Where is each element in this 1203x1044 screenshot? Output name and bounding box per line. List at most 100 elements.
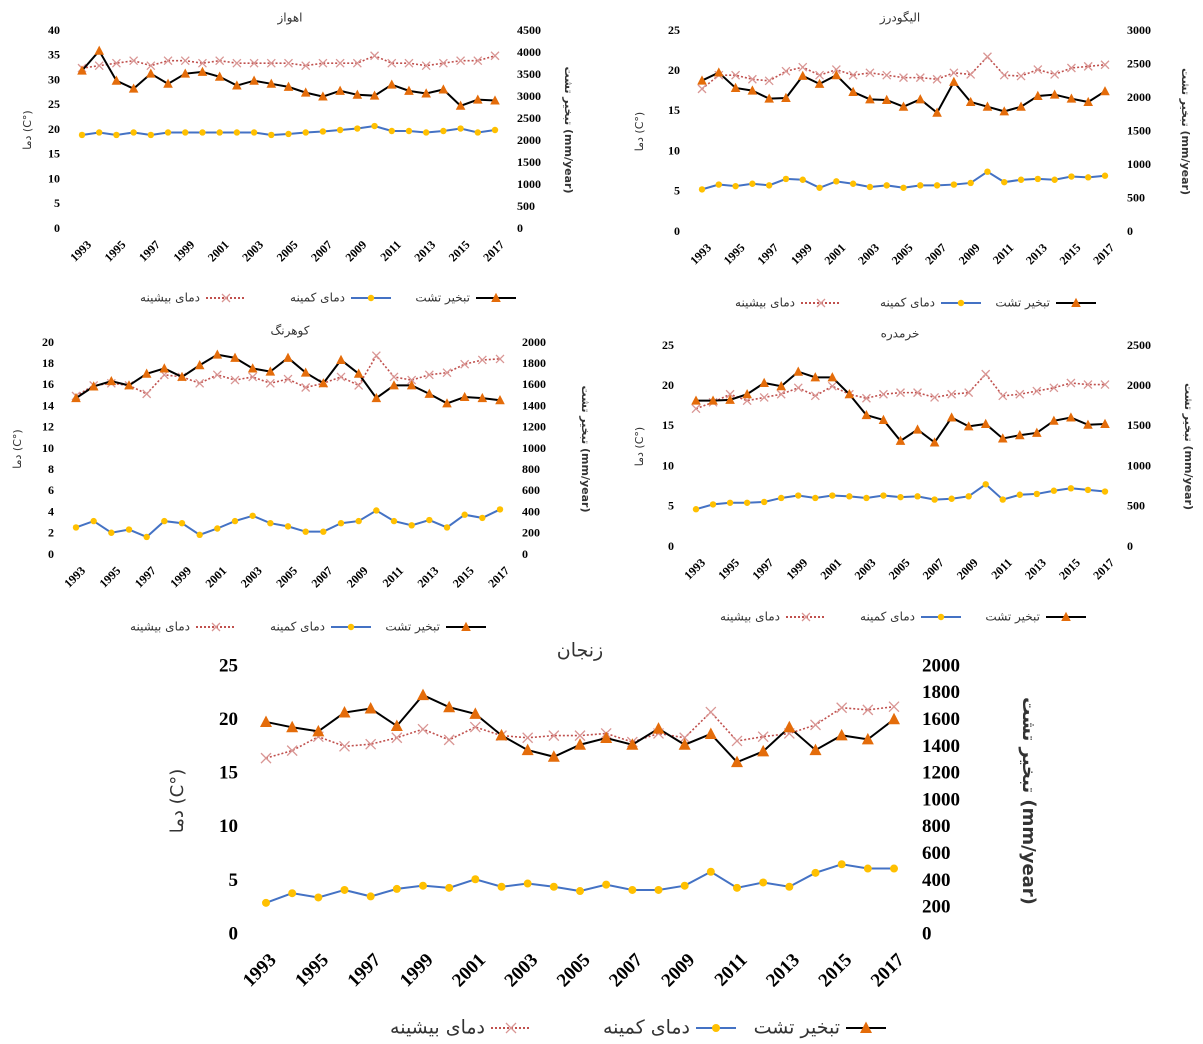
y-tick-label: 20 (48, 122, 60, 136)
y2-tick-label: 1000 (1127, 458, 1151, 472)
point (1032, 427, 1042, 437)
point (406, 380, 417, 390)
point (1083, 419, 1093, 429)
y-axis-label: دما (C°) (167, 769, 188, 834)
point (863, 864, 872, 873)
point (404, 85, 414, 95)
y-tick-label: 5 (668, 499, 674, 513)
point (335, 85, 345, 95)
point (549, 882, 558, 891)
point (731, 755, 743, 768)
point (212, 370, 222, 380)
point (1101, 488, 1109, 495)
point (408, 522, 415, 529)
chart-title: کوهرنگ (271, 324, 310, 339)
point (861, 732, 874, 745)
point (865, 68, 875, 78)
x-tick-label: 2007 (920, 556, 947, 583)
y-axis-label: دما (C°) (21, 110, 34, 149)
point (231, 517, 239, 525)
point (94, 45, 105, 55)
legend-marker (1071, 297, 1081, 307)
point (680, 881, 689, 890)
y-tick-label: 14 (42, 398, 54, 412)
x-tick-label: 2007 (308, 238, 335, 265)
point (77, 65, 87, 75)
point (146, 61, 156, 71)
point (477, 392, 488, 403)
point (212, 349, 223, 359)
point (733, 883, 741, 892)
x-tick-label: 2009 (658, 950, 700, 992)
x-tick-label: 2009 (343, 238, 370, 265)
point (318, 378, 329, 388)
point (931, 496, 938, 503)
y2-tick-label: 0 (522, 547, 528, 561)
legend-label: دمای بیشینه (140, 291, 200, 305)
point (230, 375, 240, 385)
point (443, 734, 455, 746)
chart-title: الیگودرز (879, 11, 920, 26)
point (810, 391, 820, 401)
point (421, 61, 431, 71)
point (477, 355, 487, 365)
point (1049, 415, 1059, 425)
point (1066, 63, 1076, 73)
x-tick-label: 2005 (273, 564, 300, 591)
y2-tick-label: 1500 (517, 155, 541, 169)
y2-tick-label: 2000 (922, 655, 960, 676)
point (479, 514, 486, 522)
point (1051, 176, 1058, 183)
point (1049, 89, 1060, 99)
point (318, 58, 328, 68)
point (128, 83, 139, 93)
y2-tick-label: 0 (517, 221, 523, 235)
legend-marker (712, 1024, 720, 1032)
y2-tick-label: 4000 (517, 45, 541, 59)
legend-marker (347, 623, 355, 631)
x-tick-label: 2007 (309, 564, 336, 591)
point (898, 101, 909, 111)
y-tick-label: 0 (674, 224, 680, 238)
point (981, 369, 991, 379)
legend-label: تبخیر تشت (385, 620, 440, 635)
point (130, 129, 137, 136)
point (354, 125, 361, 132)
point (731, 735, 743, 747)
point (1083, 61, 1093, 71)
point (932, 107, 942, 117)
chart-panel: اهواز 0 5 10 15 20 25 30 35 40 0 500 1000 1500 2000 250… (21, 11, 575, 306)
point (793, 383, 803, 393)
point (230, 352, 240, 362)
y-tick-label: 5 (54, 196, 60, 210)
x-tick-label: 1999 (167, 564, 194, 591)
point (913, 388, 923, 398)
point (999, 496, 1006, 503)
point (652, 722, 665, 734)
point (445, 883, 454, 892)
point (914, 493, 921, 500)
x-tick-label: 2009 (956, 241, 983, 268)
point (1067, 485, 1075, 492)
point (389, 372, 399, 382)
point (490, 95, 500, 105)
legend-label: دمای بیشینه (735, 296, 795, 310)
point (421, 88, 431, 98)
point (998, 391, 1008, 401)
point (782, 175, 790, 183)
point (982, 101, 993, 111)
point (215, 56, 225, 66)
point (461, 511, 468, 518)
point (947, 389, 957, 399)
point (963, 421, 974, 431)
point (726, 499, 734, 506)
x-tick-label: 2017 (1090, 241, 1117, 268)
y-tick-label: 0 (48, 547, 54, 561)
point (249, 512, 256, 519)
point (900, 184, 907, 191)
point (521, 743, 534, 756)
series-line (265, 705, 895, 759)
point (725, 394, 735, 404)
point (364, 702, 377, 714)
legend-marker (1061, 611, 1071, 621)
